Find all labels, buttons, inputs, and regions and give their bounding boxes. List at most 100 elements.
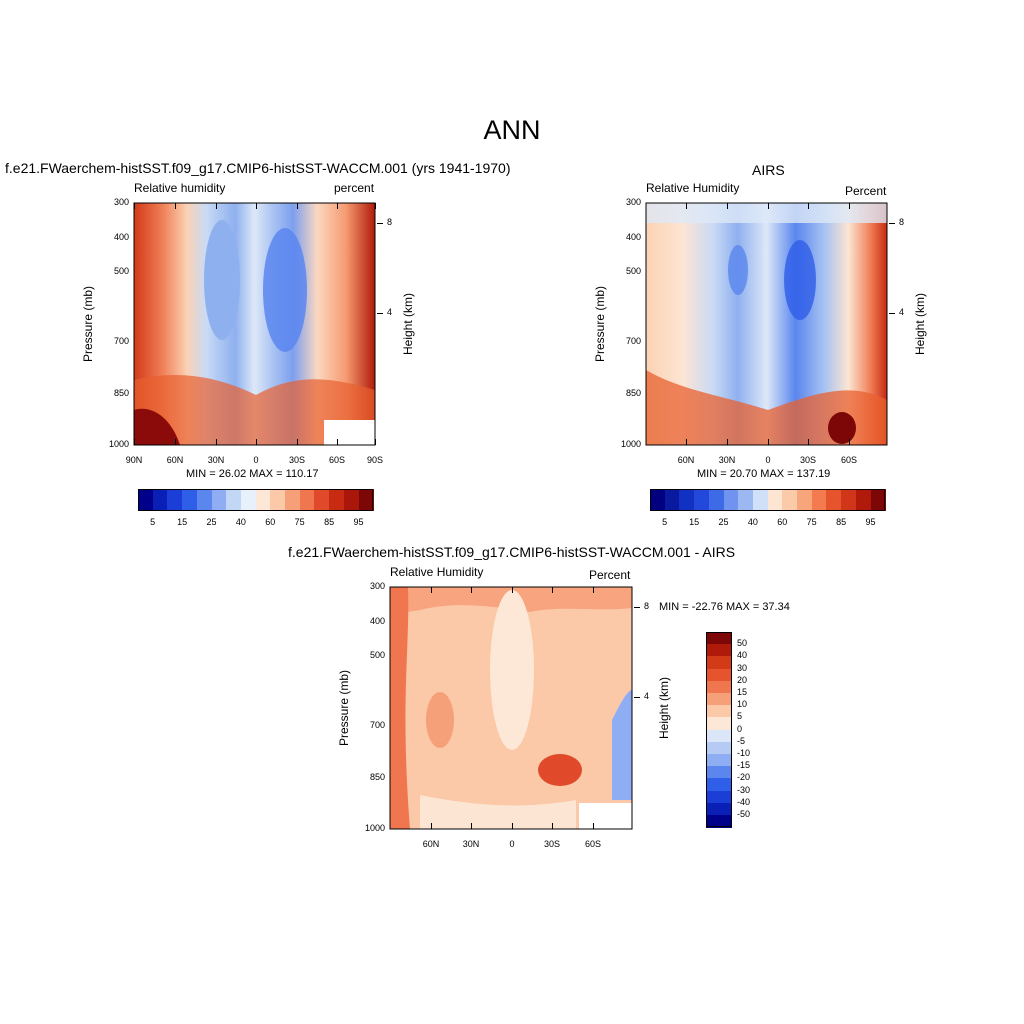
panel2-boundary-layer (646, 370, 887, 445)
y-right-tick-label: 8 (387, 217, 393, 227)
colorbar-label: 15 (177, 517, 188, 527)
colorbar-swatch (706, 729, 732, 743)
colorbar-label: 95 (865, 517, 876, 527)
x-tick-mark (808, 439, 809, 445)
colorbar-swatch (299, 489, 315, 511)
colorbar-swatch (752, 489, 769, 511)
y-tick-label: 850 (369, 772, 385, 782)
colorbar-swatch (694, 489, 710, 511)
colorbar-swatch (358, 489, 374, 511)
y-tick-label: 850 (625, 388, 641, 398)
colorbar-swatch (226, 489, 242, 511)
colorbar-swatch (706, 717, 732, 731)
colorbar-label: -40 (737, 796, 751, 807)
colorbar-swatch (167, 489, 183, 511)
x-tick-mark-top (216, 203, 217, 209)
y-tick-label: 850 (113, 388, 129, 398)
panel1-blob-dry-sh (263, 228, 307, 352)
x-tick-mark (297, 439, 298, 445)
colorbar-swatch (706, 815, 732, 828)
colorbar-swatch (706, 778, 732, 792)
x-tick-mark-top (512, 587, 513, 593)
colorbar-swatch (708, 489, 724, 511)
panel3-left-edge (390, 587, 410, 829)
y-right-tick-label: 8 (644, 601, 650, 611)
x-tick-label: 30N (207, 455, 225, 465)
y-tick-label: 400 (113, 232, 129, 242)
panel3-stats: MIN = -22.76 MAX = 37.34 (659, 601, 790, 613)
y-tick-label: 300 (369, 581, 385, 591)
colorbar-label: 25 (206, 517, 217, 527)
colorbar-label: 25 (718, 517, 729, 527)
colorbar-swatch (196, 489, 212, 511)
x-tick-label: 90S (366, 455, 384, 465)
y-tick-label: 400 (625, 232, 641, 242)
x-tick-mark-top (593, 587, 594, 593)
colorbar-frame (650, 489, 886, 511)
x-tick-mark (375, 439, 376, 445)
colorbar-label: 60 (777, 517, 788, 527)
panel1-left-label: Relative humidity (134, 181, 226, 195)
x-tick-label: 60S (328, 455, 346, 465)
panel1-bottom-dark (134, 408, 180, 445)
x-tick-mark (337, 439, 338, 445)
panel3-ylabel: Pressure (mb) (337, 669, 351, 747)
y-right-tick-mark (889, 223, 895, 224)
colorbar-swatch (706, 656, 732, 670)
y-tick-label: 700 (625, 336, 641, 346)
colorbar-swatch (706, 668, 732, 682)
y-right-tick-mark (377, 223, 383, 224)
panel2-title: AIRS (752, 162, 785, 178)
colorbar-label: 30 (737, 662, 748, 673)
colorbar-swatch (706, 693, 732, 706)
x-tick-mark (471, 823, 472, 829)
x-tick-label: 0 (509, 839, 515, 849)
colorbar-swatch (706, 790, 732, 804)
colorbar-label: 10 (737, 699, 748, 710)
colorbar-label: 40 (235, 517, 246, 527)
y-tick-label: 700 (369, 720, 385, 730)
colorbar-swatch (138, 489, 154, 511)
y-tick-label: 400 (369, 616, 385, 626)
x-tick-mark (768, 439, 769, 445)
panel3-ylabel-right: Height (km) (657, 676, 671, 740)
colorbar-swatch (855, 489, 871, 511)
panel1-stats: MIN = 26.02 MAX = 110.17 (186, 468, 319, 480)
panel2-blob-nh (728, 245, 748, 295)
colorbar-swatch (650, 489, 666, 511)
y-tick-label: 700 (113, 336, 129, 346)
x-tick-label: 60N (422, 839, 440, 849)
panel1-ylabel-right: Height (km) (401, 292, 415, 356)
colorbar-swatch (706, 705, 732, 718)
x-tick-mark-top (849, 203, 850, 209)
y-right-tick-mark (634, 697, 640, 698)
colorbar-label: -50 (737, 809, 751, 819)
x-tick-mark-top (375, 203, 376, 209)
panel1-ylabel: Pressure (mb) (81, 285, 95, 363)
x-tick-mark-top (727, 203, 728, 209)
x-tick-mark-top (297, 203, 298, 209)
colorbar-swatch (706, 754, 732, 767)
colorbar-swatch (706, 741, 732, 755)
x-tick-label: 60N (166, 455, 184, 465)
x-tick-mark-top (552, 587, 553, 593)
panel3-blob-nh (426, 692, 454, 748)
x-tick-label: 60S (840, 455, 858, 465)
panel2-left-label: Relative Humidity (646, 181, 740, 195)
y-tick-label: 1000 (364, 823, 385, 833)
colorbar-swatch (706, 766, 732, 779)
colorbar-label: 40 (747, 517, 758, 527)
colorbar-label: 5 (662, 517, 668, 527)
y-tick-label: 300 (625, 197, 641, 207)
x-tick-mark-top (471, 587, 472, 593)
panel3-light-center (490, 590, 534, 750)
panel1-boundary-layer (134, 375, 375, 445)
colorbar-label: 0 (737, 723, 743, 734)
x-tick-label: 60S (584, 839, 602, 849)
y-right-tick-mark (377, 313, 383, 314)
panel2-right-label: Percent (845, 184, 887, 198)
y-tick-label: 1000 (108, 439, 129, 449)
y-tick-label: 500 (369, 650, 385, 660)
